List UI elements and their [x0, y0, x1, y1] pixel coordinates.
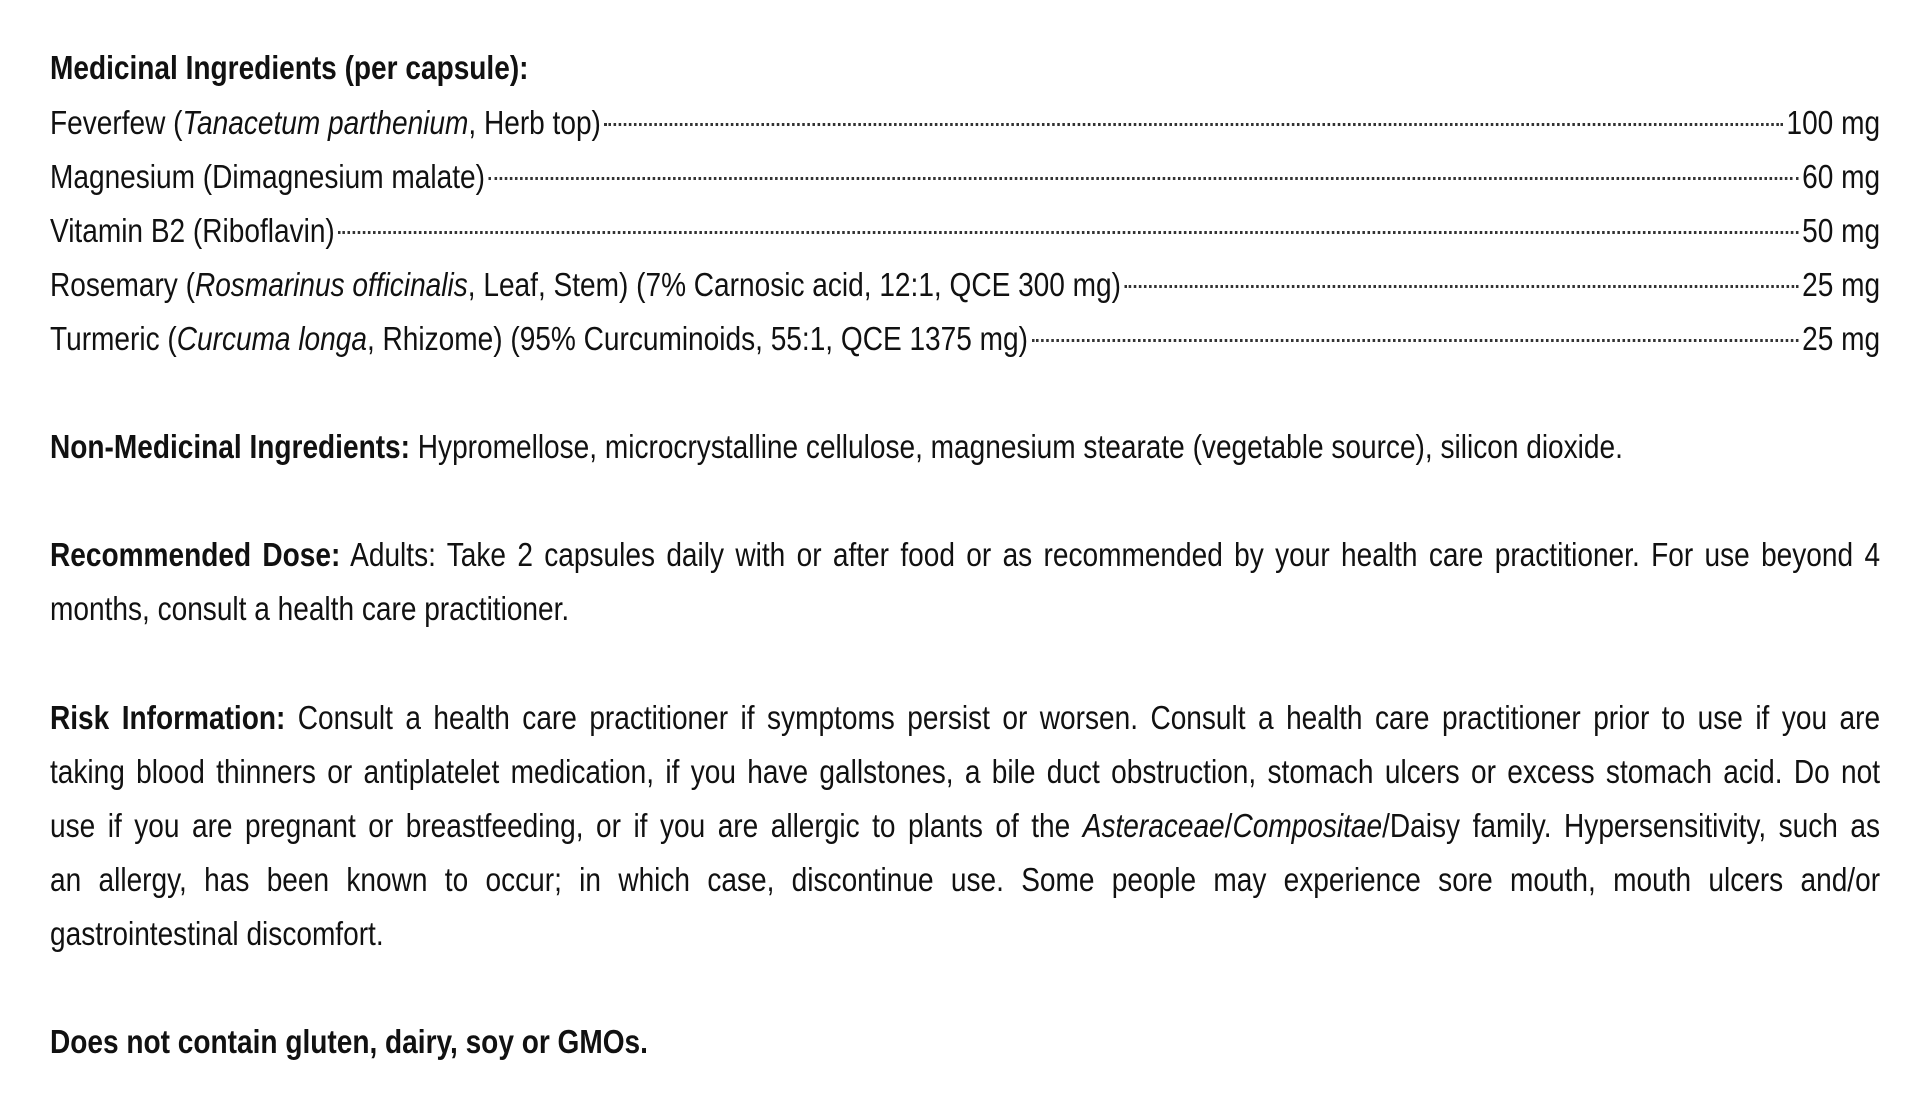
ingredient-amount: 25 mg — [1802, 266, 1881, 303]
recommended-dose-cont: months, consult a health care practition… — [50, 590, 570, 627]
allergen-statement: Does not contain gluten, dairy, soy or G… — [50, 1023, 648, 1060]
dot-leader — [1124, 285, 1799, 288]
ingredient-row: Magnesium (Dimagnesium malate) 60 mg — [50, 150, 1880, 204]
risk-line: use if you are pregnant or breastfeeding… — [50, 807, 1881, 844]
ingredient-amount: 25 mg — [1802, 320, 1881, 357]
dot-leader — [488, 177, 1799, 180]
ingredient-amount: 50 mg — [1802, 212, 1881, 249]
risk-line: taking blood thinners or antiplatelet me… — [50, 753, 1881, 790]
risk-line: an allergy, has been known to occur; in … — [50, 861, 1881, 898]
non-medicinal-ingredients: Non-Medicinal Ingredients: Hypromellose,… — [50, 428, 1623, 465]
ingredient-row: Feverfew (Tanacetum parthenium, Herb top… — [50, 96, 1880, 150]
medicinal-heading: Medicinal Ingredients (per capsule): — [50, 49, 529, 86]
dot-leader — [1031, 339, 1799, 342]
dot-leader — [604, 123, 1784, 126]
dot-leader — [338, 231, 1799, 234]
ingredient-row: Vitamin B2 (Riboflavin) 50 mg — [50, 204, 1880, 258]
recommended-dose: Recommended Dose: Adults: Take 2 capsule… — [50, 536, 1881, 573]
risk-information: Risk Information: Consult a health care … — [50, 699, 1881, 736]
ingredient-row: Turmeric (Curcuma longa, Rhizome) (95% C… — [50, 312, 1880, 366]
product-label-text: Medicinal Ingredients (per capsule): Fev… — [50, 0, 1880, 1102]
ingredient-row: Rosemary (Rosmarinus officinalis, Leaf, … — [50, 258, 1880, 312]
ingredient-amount: 100 mg — [1786, 104, 1881, 141]
ingredient-amount: 60 mg — [1802, 158, 1881, 195]
risk-line: gastrointestinal discomfort. — [50, 915, 384, 952]
